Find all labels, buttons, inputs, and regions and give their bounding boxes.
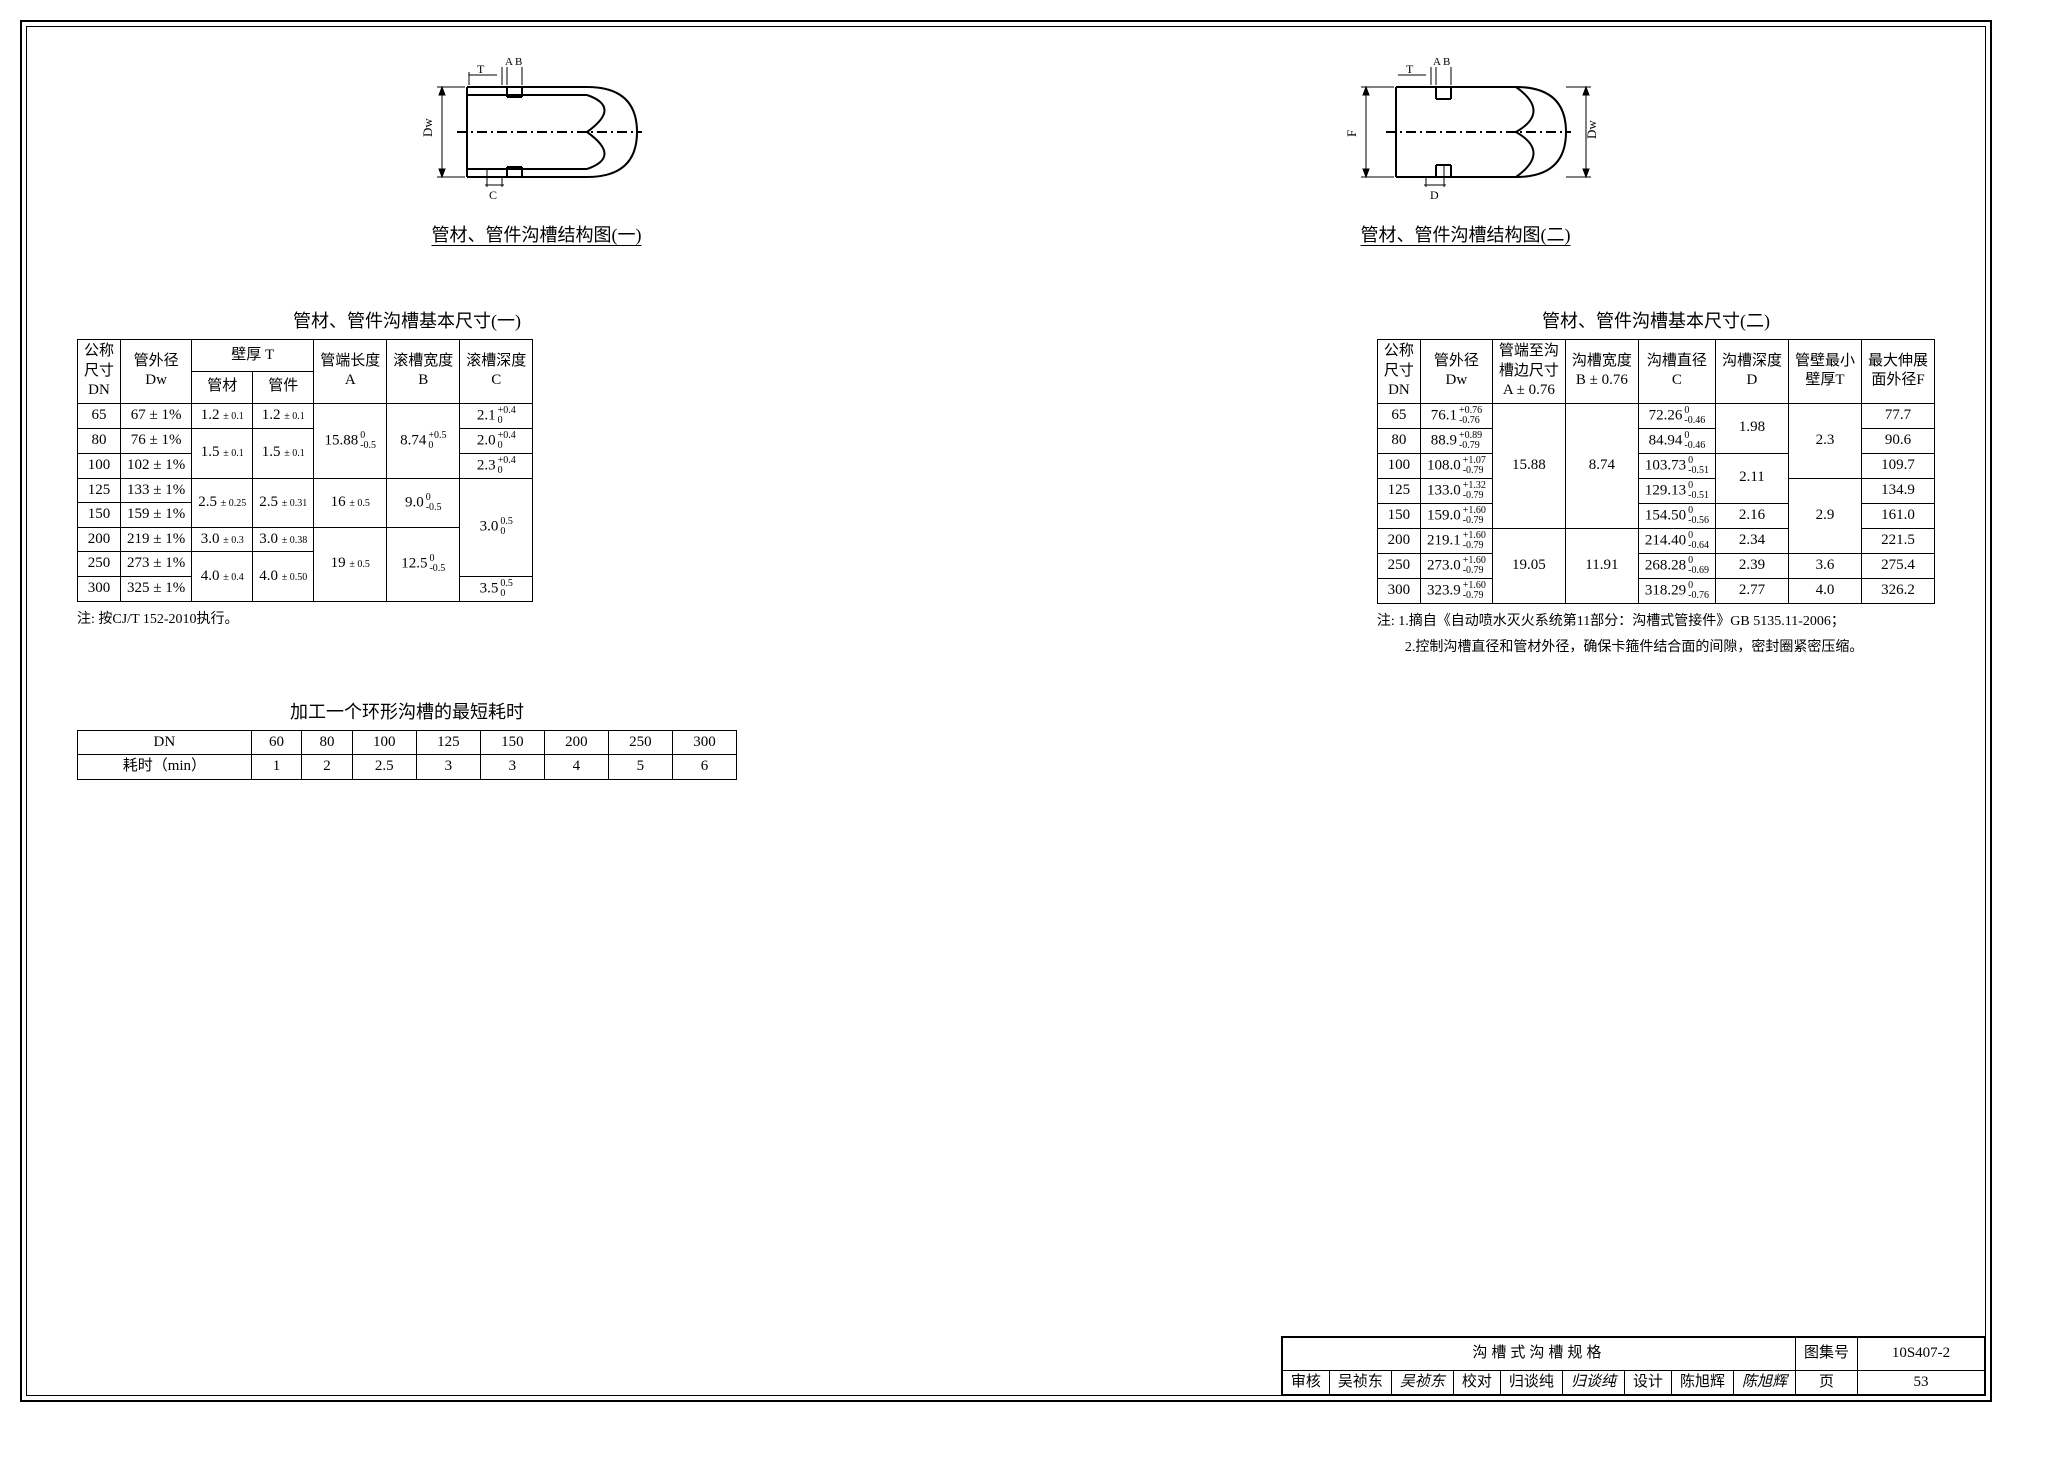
groove-diagram-2-icon: F Dw T A B D — [1326, 57, 1606, 207]
t1-h-t: 壁厚 T — [192, 340, 314, 372]
t1-h-a: 管端长度 A — [314, 340, 387, 404]
page-inner: Dw T A B C 管材、管件沟槽结构图(一) — [26, 26, 1986, 1396]
table-row: 80 76 ± 1% 1.5 ± 0.1 1.5 ± 0.1 2.0+0.40 — [78, 428, 533, 453]
drawing-title: 沟槽式沟槽规格 — [1282, 1338, 1795, 1371]
jiaodui-label: 校对 — [1453, 1370, 1500, 1395]
sheji-name: 陈旭辉 — [1671, 1370, 1733, 1395]
table-row: 65 76.1+0.76-0.76 15.88 8.74 72.260-0.46… — [1377, 403, 1934, 428]
t1-h-tf: 管件 — [253, 371, 314, 403]
label-b: B — [515, 57, 522, 68]
label-dw2: Dw — [1584, 120, 1599, 139]
table3-block: 加工一个环形沟槽的最短耗时 DN 60 80 100 125 150 200 2… — [77, 698, 737, 780]
table2: 公称 尺寸 DN 管外径 Dw 管端至沟 槽边尺寸 A ± 0.76 沟槽宽度 … — [1377, 339, 1935, 604]
tables-row: 管材、管件沟槽基本尺寸(一) 公称 尺寸 DN 管外径 Dw 壁厚 T 管端长度… — [77, 307, 1935, 780]
label-d: D — [1430, 188, 1439, 202]
diagram-1-caption: 管材、管件沟槽结构图(一) — [407, 221, 667, 247]
tuji-val: 10S407-2 — [1858, 1338, 1985, 1371]
t1-h-b: 滚槽宽度 B — [387, 340, 460, 404]
t1-h-c: 滚槽深度 C — [460, 340, 533, 404]
table2-note2: 2.控制沟槽直径和管材外径，确保卡箍件结合面的间隙，密封圈紧密压缩。 — [1377, 636, 1935, 656]
t2-h-f: 最大伸展 面外径F — [1861, 340, 1934, 404]
shenhe-name: 吴祯东 — [1329, 1370, 1391, 1395]
shenhe-sig: 吴祯东 — [1391, 1370, 1453, 1395]
table3: DN 60 80 100 125 150 200 250 300 耗时（min）… — [77, 730, 737, 780]
t1-h-tp: 管材 — [192, 371, 253, 403]
diagram-2: F Dw T A B D 管材、管件沟槽结构图(二) — [1326, 57, 1606, 247]
sheji-label: 设计 — [1624, 1370, 1671, 1395]
label-dw: Dw — [420, 118, 435, 137]
ye-val: 53 — [1858, 1370, 1985, 1395]
page-frame: Dw T A B C 管材、管件沟槽结构图(一) — [20, 20, 1992, 1402]
t1-h-dw: 管外径 Dw — [121, 340, 192, 404]
title-block: 沟槽式沟槽规格 图集号 10S407-2 审核 吴祯东 吴祯东 校对 归谈纯 归… — [1281, 1336, 1985, 1395]
t2-h-d: 沟槽深度 D — [1715, 340, 1788, 404]
table1-title: 管材、管件沟槽基本尺寸(一) — [77, 307, 737, 333]
label-f: F — [1344, 130, 1359, 137]
t2-h-t: 管壁最小 壁厚T — [1788, 340, 1861, 404]
table1-block: 管材、管件沟槽基本尺寸(一) 公称 尺寸 DN 管外径 Dw 壁厚 T 管端长度… — [77, 307, 737, 780]
diagrams-row: Dw T A B C 管材、管件沟槽结构图(一) — [77, 57, 1935, 247]
table1-note: 注: 按CJ/T 152-2010执行。 — [77, 608, 737, 628]
jiaodui-name: 归谈纯 — [1500, 1370, 1562, 1395]
t1-h-dn: 公称 尺寸 DN — [78, 340, 121, 404]
table-row: 250 273.0+1.60-0.79 268.280-0.69 2.39 3.… — [1377, 553, 1934, 578]
jiaodui-sig: 归谈纯 — [1562, 1370, 1624, 1395]
label-t: T — [477, 62, 485, 76]
t3-h-time: 耗时（min） — [78, 755, 252, 780]
table1: 公称 尺寸 DN 管外径 Dw 壁厚 T 管端长度 A 滚槽宽度 B 滚槽深度 … — [77, 339, 533, 602]
t2-h-b: 沟槽宽度 B ± 0.76 — [1565, 340, 1638, 404]
table-row: 300 323.9+1.60-0.79 318.290-0.76 2.77 4.… — [1377, 578, 1934, 603]
label-a: A — [505, 57, 513, 68]
shenhe-label: 审核 — [1282, 1370, 1329, 1395]
label-t2: T — [1406, 62, 1414, 76]
tuji-label: 图集号 — [1795, 1338, 1857, 1371]
table2-note1: 注: 1.摘自《自动喷水灭火系统第11部分：沟槽式管接件》GB 5135.11-… — [1377, 610, 1935, 630]
table2-block: 管材、管件沟槽基本尺寸(二) 公称 尺寸 DN 管外径 Dw 管端至沟 槽边尺寸… — [1377, 307, 1935, 780]
table2-title: 管材、管件沟槽基本尺寸(二) — [1377, 307, 1935, 333]
label-b2: B — [1443, 57, 1450, 68]
table3-title: 加工一个环形沟槽的最短耗时 — [77, 698, 737, 724]
t2-h-a: 管端至沟 槽边尺寸 A ± 0.76 — [1492, 340, 1565, 404]
diagram-2-caption: 管材、管件沟槽结构图(二) — [1326, 221, 1606, 247]
sheji-sig: 陈旭辉 — [1733, 1370, 1795, 1395]
groove-diagram-1-icon: Dw T A B C — [407, 57, 667, 207]
table-row: 125 133.0+1.32-0.79 129.130-0.51 2.9 134… — [1377, 478, 1934, 503]
table-row: 125 133 ± 1% 2.5 ± 0.25 2.5 ± 0.31 16 ± … — [78, 478, 533, 503]
label-a2: A — [1433, 57, 1441, 68]
t3-h-dn: DN — [78, 730, 252, 755]
t2-h-c: 沟槽直径 C — [1638, 340, 1715, 404]
label-c: C — [489, 188, 497, 202]
t2-h-dw: 管外径 Dw — [1420, 340, 1492, 404]
diagram-1: Dw T A B C 管材、管件沟槽结构图(一) — [407, 57, 667, 247]
table-row: 65 67 ± 1% 1.2 ± 0.1 1.2 ± 0.1 15.880-0.… — [78, 403, 533, 428]
t2-h-dn: 公称 尺寸 DN — [1377, 340, 1420, 404]
ye-label: 页 — [1795, 1370, 1857, 1395]
